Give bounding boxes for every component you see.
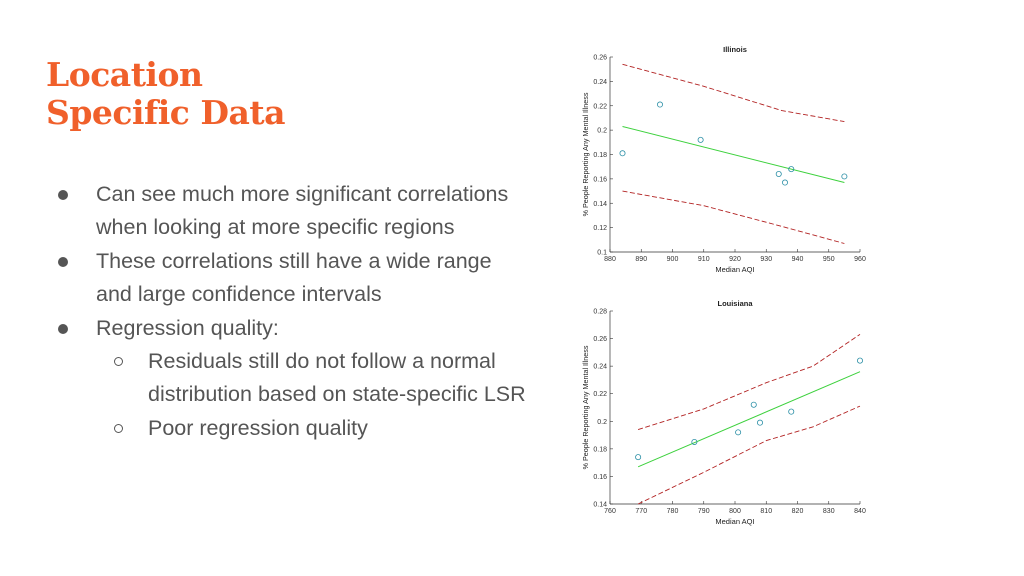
sub-bullet-ring-icon (114, 357, 123, 367)
data-point (841, 173, 848, 180)
y-tick-label: 0.24 (593, 364, 607, 371)
bullet-item: Can see much more significant correlatio… (58, 178, 528, 245)
illinois-chart: Illinois 880 890 900 910 920 930 940 950 960 0.1 0.… (581, 45, 866, 274)
bullet-dot-icon (58, 323, 68, 334)
x-tick-label: 940 (792, 256, 804, 263)
x-tick-label: 770 (635, 508, 647, 515)
slide-title-line-2: Specific Data (46, 93, 285, 132)
y-tick-label: 0.2 (597, 419, 607, 426)
confidence-upper-line (622, 63, 845, 123)
y-tick-label: 0.26 (593, 55, 607, 62)
x-tick-label: 780 (667, 508, 679, 515)
x-tick-label: 920 (729, 256, 741, 263)
y-tick-label: 0.12 (593, 225, 607, 232)
y-tick-label: 0.16 (593, 474, 607, 481)
chart-title: Illinois (723, 45, 747, 54)
sub-bullet-text: Residuals still do not follow a normal d… (148, 349, 526, 407)
data-point (635, 454, 642, 461)
y-tick-label: 0.18 (593, 446, 607, 453)
data-point (619, 150, 626, 157)
x-tick-label: 910 (698, 256, 710, 263)
y-tick-label: 0.28 (593, 309, 607, 316)
data-point (788, 166, 795, 173)
y-tick-label: 0.16 (593, 176, 607, 183)
y-tick-label: 0.22 (593, 391, 607, 398)
x-tick-label: 890 (635, 256, 647, 263)
x-tick-label: 960 (854, 256, 866, 263)
bullet-dot-icon (58, 190, 68, 200)
y-axis-label: % People Reporting Any Mental Illness (581, 92, 590, 216)
slide-title-line-1: Location (46, 55, 203, 94)
confidence-lower-line (622, 190, 845, 244)
y-tick-label: 0.14 (593, 502, 607, 509)
bullet-item: These correlations still have a wide ran… (58, 245, 528, 312)
y-tick-label: 0.14 (593, 201, 607, 208)
data-point (691, 438, 698, 445)
x-axis-label: Median AQI (715, 517, 754, 526)
y-tick-label: 0.1 (597, 250, 607, 257)
bullet-item: Regression quality: (58, 312, 528, 345)
x-tick-label: 760 (604, 508, 616, 515)
data-point (856, 357, 863, 364)
data-point (697, 136, 704, 143)
y-tick-label: 0.2 (597, 128, 607, 135)
data-point (750, 401, 757, 408)
y-tick-label: 0.22 (593, 103, 607, 110)
bullet-dot-icon (58, 256, 68, 267)
regression-line (622, 126, 845, 183)
confidence-lower-line (637, 405, 861, 505)
bullet-text: Regression quality: (96, 315, 279, 340)
chart-title: Louisiana (717, 299, 753, 308)
x-tick-label: 930 (760, 256, 772, 263)
bullet-list: Can see much more significant correlatio… (58, 178, 528, 445)
slide-title: Location Specific Data (46, 56, 285, 132)
x-tick-label: 830 (823, 508, 835, 515)
sub-bullet-item: Poor regression quality (58, 412, 528, 445)
y-axis-label: % People Reporting Any Mental Illness (581, 345, 590, 469)
data-point (788, 408, 795, 415)
sub-bullet-ring-icon (114, 423, 123, 433)
confidence-upper-line (637, 334, 861, 431)
x-tick-label: 800 (729, 508, 741, 515)
data-point (781, 179, 788, 186)
louisiana-chart: Louisiana 760 770 780 790 800 810 820 830 840 0.14… (581, 299, 866, 526)
data-point (735, 429, 742, 436)
y-tick-label: 0.18 (593, 152, 607, 159)
x-tick-label: 790 (698, 508, 710, 515)
x-tick-label: 840 (854, 508, 866, 515)
data-point (657, 101, 664, 108)
bullet-text: These correlations still have a wide ran… (96, 248, 492, 307)
x-tick-label: 810 (760, 508, 772, 515)
x-tick-label: 880 (604, 256, 616, 263)
y-tick-label: 0.26 (593, 336, 607, 343)
data-point (756, 419, 763, 426)
y-tick-label: 0.24 (593, 79, 607, 86)
x-tick-label: 820 (792, 508, 804, 515)
x-tick-label: 950 (823, 256, 835, 263)
sub-bullet-item: Residuals still do not follow a normal d… (58, 345, 528, 412)
x-tick-label: 900 (667, 256, 679, 263)
data-point (775, 170, 782, 177)
bullet-text: Can see much more significant correlatio… (96, 182, 509, 240)
regression-line (637, 371, 861, 468)
x-axis-label: Median AQI (715, 265, 754, 274)
sub-bullet-text: Poor regression quality (148, 415, 368, 440)
